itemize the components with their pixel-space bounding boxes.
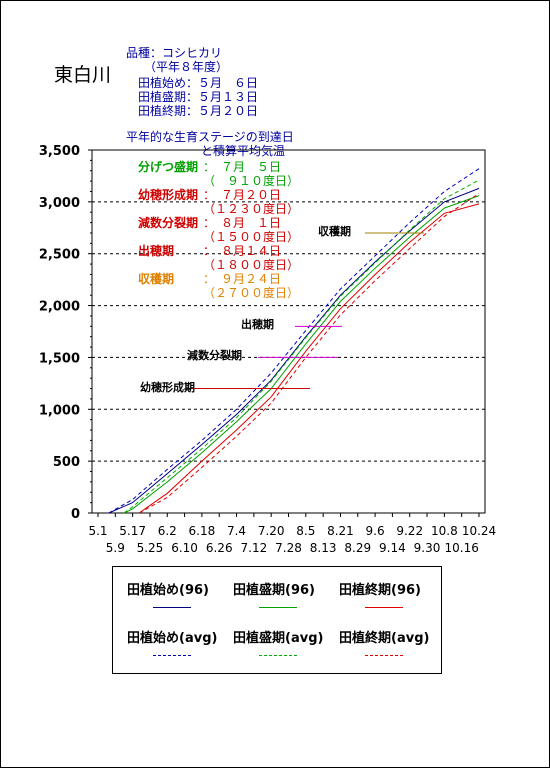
plant-peak-label: 田植盛期：５月１３日 — [138, 90, 259, 104]
stage-sum: （ ９１０度日） — [203, 174, 300, 188]
legend-label: 田植始め(96) — [127, 583, 209, 598]
stage-sum: （１５００度日） — [203, 230, 300, 244]
y-tick-label: 500 — [53, 455, 80, 470]
x-tick-label: 5.17 — [119, 524, 146, 538]
x-tick-label: 7.4 — [227, 524, 246, 538]
y-tick-label: 1,000 — [39, 403, 80, 418]
x-tick-label: 9.30 — [414, 541, 441, 555]
marker-label: 収穫期 — [318, 224, 351, 238]
x-tick-label: 10.8 — [431, 524, 458, 538]
stage-date: ： ７月２０日 — [203, 188, 282, 202]
series-line-2 — [123, 195, 480, 514]
x-tick-label: 5.25 — [137, 541, 164, 555]
variety-label: 品種：コシヒカリ — [126, 46, 223, 60]
x-tick-label: 5.1 — [88, 524, 107, 538]
x-tick-label: 6.2 — [158, 524, 177, 538]
x-tick-label: 9.6 — [366, 524, 385, 538]
legend-swatch — [153, 607, 191, 608]
y-tick-label: 3,000 — [39, 196, 80, 211]
x-tick-label: 10.16 — [445, 541, 479, 555]
x-tick-label: 6.26 — [206, 541, 233, 555]
legend-swatch — [259, 655, 297, 656]
x-tick-label: 7.12 — [241, 541, 268, 555]
year-label: （平年８年度） — [144, 60, 229, 74]
stage-sum: （２７００度日） — [203, 286, 300, 300]
marker-label: 減数分裂期 — [187, 349, 242, 363]
plant-start-label: 田植始め：５月 ６日 — [138, 76, 259, 90]
x-tick-label: 8.21 — [327, 524, 354, 538]
x-tick-label: 8.13 — [310, 541, 337, 555]
marker-label: 幼穂形成期 — [140, 380, 195, 394]
x-tick-label: 9.14 — [379, 541, 406, 555]
legend-swatch — [365, 607, 403, 608]
legend-label: 田植盛期(96) — [233, 583, 315, 598]
x-tick-label: 7.28 — [275, 541, 302, 555]
marker-label: 出穂期 — [241, 318, 274, 332]
stage-date: ： ９月２４日 — [203, 272, 282, 286]
stage-name: 出穂期 — [138, 244, 175, 258]
legend-swatch — [365, 655, 403, 656]
y-tick-label: 1,500 — [39, 351, 80, 366]
legend-label: 田植始め(avg) — [127, 631, 218, 646]
series-line-4 — [108, 168, 480, 514]
y-tick-label: 3,500 — [39, 144, 80, 159]
stage-sum: （１２３０度日） — [203, 202, 300, 216]
x-tick-label: 8.5 — [296, 524, 315, 538]
page-title: 東白川 — [54, 64, 112, 86]
stage-name: 幼穂形成期 — [138, 188, 199, 202]
stage-date: ： ７月 ５日 — [203, 160, 282, 174]
legend-swatch — [153, 655, 191, 656]
series-line-1 — [108, 187, 480, 514]
legend: 田植始め(96) 田植盛期(96) 田植終期(96) 田植始め(avg) 田植盛期(av… — [112, 566, 442, 674]
stage-name: 分げつ盛期 — [138, 160, 199, 174]
x-tick-label: 8.29 — [344, 541, 371, 555]
x-tick-label: 5.9 — [106, 541, 125, 555]
x-tick-label: 7.20 — [258, 524, 285, 538]
x-tick-label: 6.10 — [171, 541, 198, 555]
stage-date: ： ８月 １日 — [203, 216, 282, 230]
plant-end-label: 田植終期：５月２０日 — [138, 104, 259, 118]
stage-name: 減数分裂期 — [138, 216, 199, 230]
x-tick-label: 9.22 — [396, 524, 423, 538]
legend-swatch — [259, 607, 297, 608]
x-tick-label: 10.24 — [462, 524, 496, 538]
stage-header-line1: 平年的な生育ステージの到達日 — [126, 130, 294, 144]
series-line-5 — [123, 179, 480, 514]
stage-name: 収穫期 — [138, 272, 175, 286]
y-tick-label: 2,500 — [39, 248, 80, 263]
y-tick-label: 2,000 — [39, 300, 80, 315]
stage-header-line2: と積算平均気温 — [201, 144, 286, 158]
x-tick-label: 6.18 — [189, 524, 216, 538]
legend-label: 田植盛期(avg) — [233, 631, 324, 646]
legend-label: 田植終期(avg) — [339, 631, 430, 646]
stage-date: ： ８月１４日 — [203, 244, 282, 258]
legend-label: 田植終期(96) — [339, 583, 421, 598]
stage-sum: （１８００度日） — [203, 258, 300, 272]
y-tick-label: 0 — [71, 507, 80, 522]
